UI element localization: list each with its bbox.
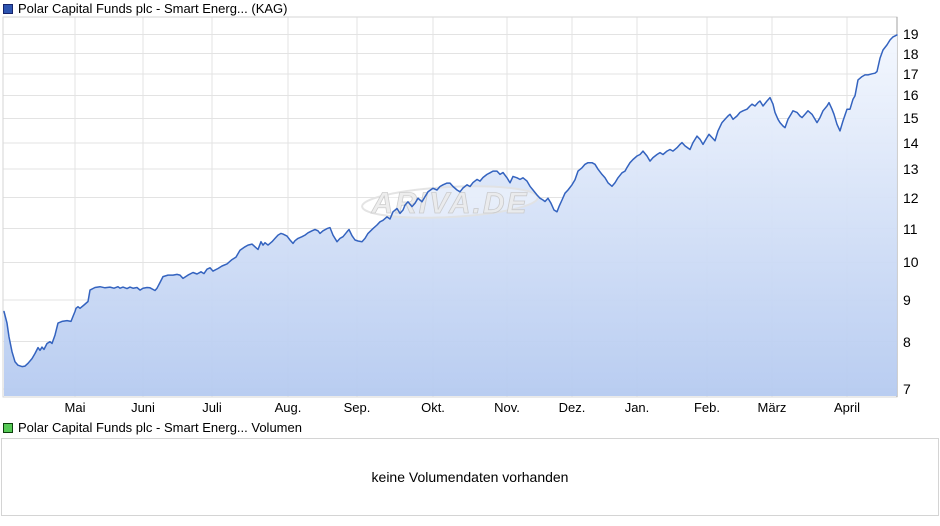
x-axis-label-jan: Jan. (624, 400, 650, 415)
y-axis-label-10: 10 (903, 254, 919, 270)
y-axis-label-7: 7 (903, 381, 911, 397)
x-axis-label-juli: Juli (202, 400, 222, 415)
y-axis-label-19: 19 (903, 26, 919, 42)
x-axis-label-april: April (833, 400, 860, 415)
x-axis-label-feb: Feb. (693, 400, 720, 415)
price-line (3, 34, 898, 368)
price-series-label: Polar Capital Funds plc - Smart Energ...… (18, 1, 288, 16)
y-axis-label-16: 16 (903, 87, 919, 103)
x-axis-label-dez: Dez. (558, 400, 586, 415)
y-axis-label-13: 13 (903, 161, 919, 177)
y-axis-label-14: 14 (903, 135, 919, 151)
volume-series-marker-icon (3, 423, 13, 433)
x-axis-label-okt: Okt. (421, 400, 445, 415)
volume-panel: keine Volumendaten vorhanden (1, 438, 939, 516)
price-series-legend: Polar Capital Funds plc - Smart Energ...… (3, 2, 287, 16)
y-axis-label-17: 17 (903, 66, 919, 82)
watermark-swoosh (361, 185, 539, 219)
y-axis-label-18: 18 (903, 46, 919, 62)
volume-series-label: Polar Capital Funds plc - Smart Energ...… (18, 420, 302, 435)
x-axis-label-aug: Aug. (274, 400, 302, 415)
price-series-marker-icon (3, 4, 13, 14)
x-axis-label-mai: Mai (64, 400, 86, 415)
x-axis-label-juni: Juni (131, 400, 155, 415)
x-axis-label-sep: Sep. (343, 400, 371, 415)
y-axis-label-15: 15 (903, 110, 919, 126)
y-axis-label-9: 9 (903, 292, 911, 308)
volume-series-legend: Polar Capital Funds plc - Smart Energ...… (3, 421, 302, 435)
watermark: ARIVA.DE (361, 185, 539, 220)
y-axis-label-11: 11 (903, 221, 918, 237)
x-axis-label-märz: März (757, 400, 787, 415)
y-axis-label-12: 12 (903, 190, 919, 206)
x-axis-label-nov: Nov. (494, 400, 520, 415)
volume-empty-message: keine Volumendaten vorhanden (371, 469, 569, 485)
watermark-text: ARIVA.DE (370, 187, 528, 220)
price-area-fill (4, 34, 897, 397)
y-axis-label-8: 8 (903, 334, 911, 350)
